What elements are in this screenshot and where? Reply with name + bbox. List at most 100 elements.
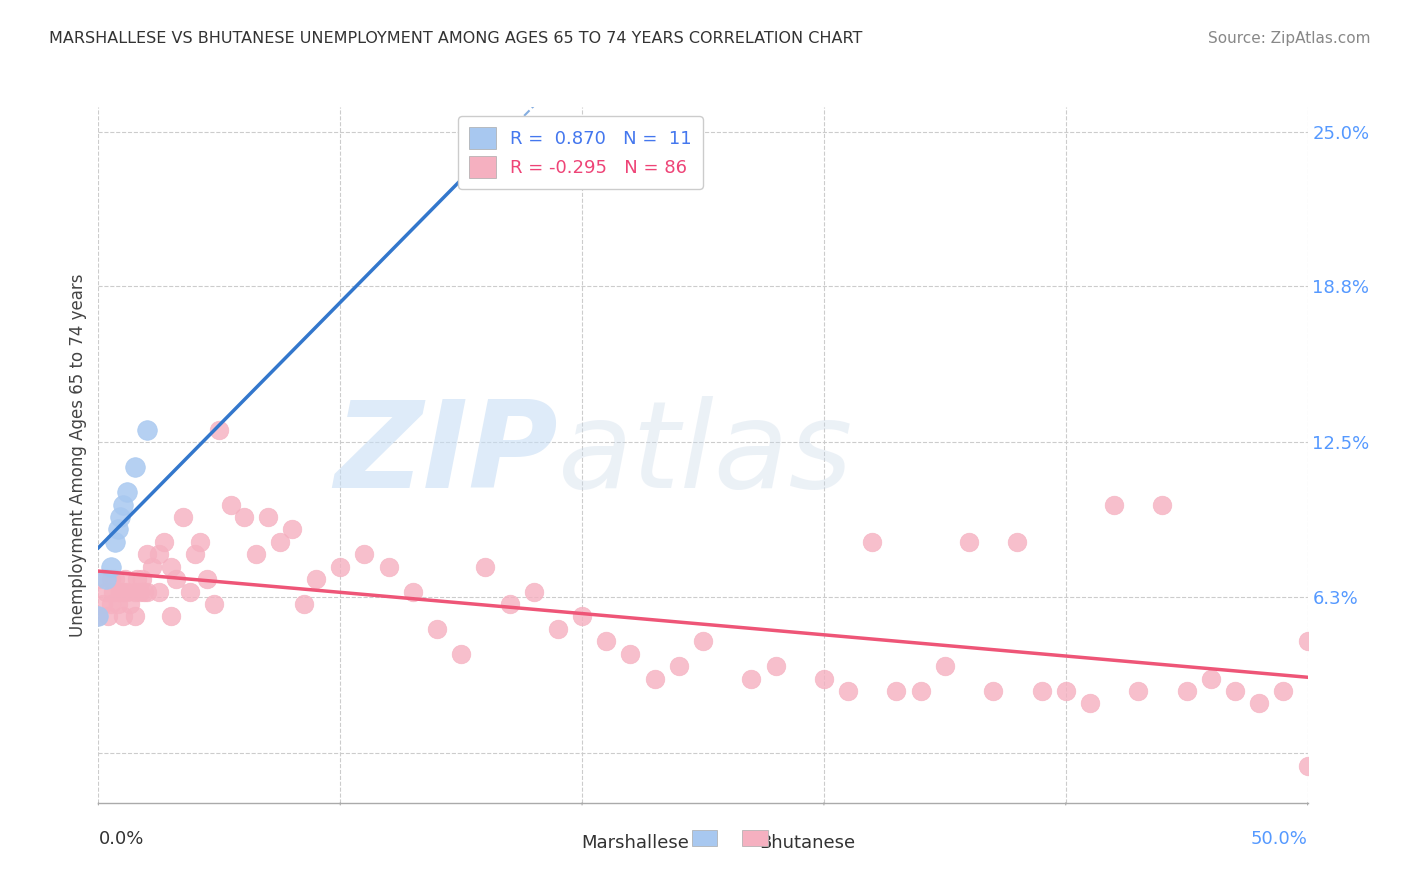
- Point: [692, 634, 714, 648]
- Point: [94, 584, 117, 599]
- Point: [107, 523, 129, 537]
- Point: [135, 584, 157, 599]
- Point: [124, 460, 146, 475]
- Point: [860, 534, 883, 549]
- Point: [221, 498, 243, 512]
- Point: [94, 572, 117, 586]
- Point: [269, 534, 291, 549]
- Text: Bhutanese: Bhutanese: [759, 834, 855, 852]
- Point: [135, 547, 157, 561]
- Point: [450, 647, 472, 661]
- Point: [114, 572, 136, 586]
- Point: [547, 622, 569, 636]
- Point: [117, 584, 139, 599]
- Point: [100, 572, 122, 586]
- Point: [957, 534, 980, 549]
- Point: [87, 572, 110, 586]
- Point: [111, 584, 134, 599]
- Point: [886, 684, 908, 698]
- Point: [1007, 534, 1029, 549]
- Point: [981, 684, 1004, 698]
- Point: [148, 547, 170, 561]
- Text: ZIP: ZIP: [335, 396, 558, 514]
- Point: [152, 534, 174, 549]
- Point: [402, 584, 425, 599]
- Point: [1223, 684, 1246, 698]
- Point: [108, 584, 131, 599]
- Point: [498, 597, 520, 611]
- Point: [256, 510, 278, 524]
- Point: [107, 597, 129, 611]
- Point: [204, 597, 226, 611]
- Point: [172, 510, 194, 524]
- Point: [1296, 758, 1319, 772]
- Point: [141, 559, 163, 574]
- Point: [208, 423, 231, 437]
- Point: [377, 559, 399, 574]
- Point: [108, 510, 131, 524]
- Text: MARSHALLESE VS BHUTANESE UNEMPLOYMENT AMONG AGES 65 TO 74 YEARS CORRELATION CHAR: MARSHALLESE VS BHUTANESE UNEMPLOYMENT AM…: [49, 31, 863, 46]
- Point: [813, 672, 835, 686]
- Point: [474, 559, 496, 574]
- Point: [160, 609, 183, 624]
- Point: [127, 572, 149, 586]
- Text: Source: ZipAtlas.com: Source: ZipAtlas.com: [1208, 31, 1371, 46]
- Point: [165, 572, 187, 586]
- Point: [281, 523, 304, 537]
- Point: [353, 547, 375, 561]
- Point: [1102, 498, 1125, 512]
- Point: [474, 162, 496, 177]
- Point: [571, 609, 593, 624]
- Point: [124, 609, 146, 624]
- Point: [195, 572, 218, 586]
- Point: [426, 622, 449, 636]
- Point: [188, 534, 211, 549]
- Point: [87, 609, 110, 624]
- Point: [1128, 684, 1150, 698]
- Text: 0.0%: 0.0%: [98, 830, 143, 847]
- Point: [124, 584, 146, 599]
- Point: [148, 584, 170, 599]
- Point: [837, 684, 859, 698]
- Point: [91, 597, 114, 611]
- Point: [1296, 634, 1319, 648]
- Point: [1175, 684, 1198, 698]
- Point: [101, 584, 124, 599]
- Point: [97, 609, 120, 624]
- Point: [765, 659, 787, 673]
- Point: [104, 534, 127, 549]
- Point: [118, 597, 141, 611]
- Point: [668, 659, 690, 673]
- Point: [131, 572, 153, 586]
- Point: [1078, 697, 1101, 711]
- Point: [292, 597, 315, 611]
- Legend: R =  0.870   N =  11, R = -0.295   N = 86: R = 0.870 N = 11, R = -0.295 N = 86: [458, 116, 703, 189]
- Point: [87, 609, 110, 624]
- Point: [111, 498, 134, 512]
- Point: [179, 584, 201, 599]
- Point: [134, 584, 156, 599]
- Text: 50.0%: 50.0%: [1251, 830, 1308, 847]
- Point: [104, 572, 127, 586]
- Point: [111, 609, 134, 624]
- Point: [1031, 684, 1053, 698]
- Point: [1199, 672, 1222, 686]
- Point: [644, 672, 666, 686]
- Point: [117, 485, 139, 500]
- Point: [184, 547, 207, 561]
- Point: [128, 584, 150, 599]
- Point: [1054, 684, 1077, 698]
- Point: [595, 634, 617, 648]
- Point: [100, 597, 122, 611]
- Point: [329, 559, 352, 574]
- Point: [160, 559, 183, 574]
- Point: [232, 510, 254, 524]
- Point: [740, 672, 762, 686]
- Point: [1272, 684, 1295, 698]
- Text: atlas: atlas: [558, 396, 853, 514]
- Point: [100, 559, 122, 574]
- Y-axis label: Unemployment Among Ages 65 to 74 years: Unemployment Among Ages 65 to 74 years: [69, 273, 87, 637]
- Point: [910, 684, 932, 698]
- Point: [619, 647, 641, 661]
- Point: [135, 423, 157, 437]
